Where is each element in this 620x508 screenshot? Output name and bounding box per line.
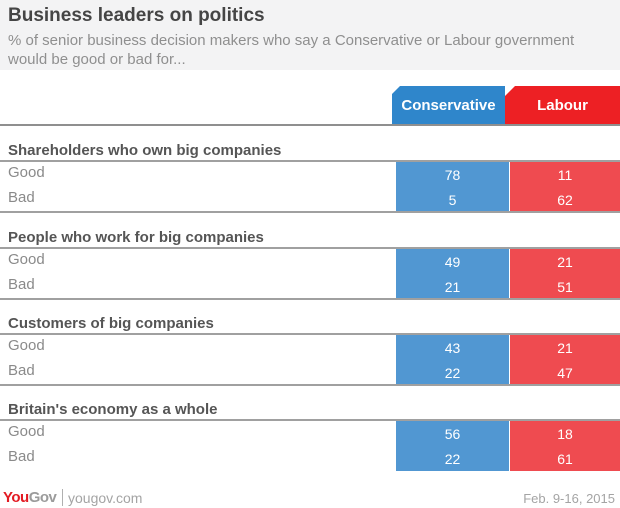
header: Business leaders on politics % of senior…	[0, 0, 620, 70]
table-section: Britain's economy as a whole Good 56 18 Bad 2…	[0, 401, 620, 471]
conservative-value: 43	[396, 335, 509, 360]
labour-value: 47	[510, 360, 620, 385]
conservative-value: 49	[396, 249, 509, 274]
section-top-divider	[0, 247, 620, 249]
labour-value: 21	[510, 249, 620, 274]
table-section: Shareholders who own big companies Good 78…	[0, 142, 620, 213]
header-divider	[0, 124, 620, 126]
section-title: Britain's economy as a whole	[8, 401, 218, 418]
conservative-value: 21	[396, 274, 509, 299]
row-label: Good	[8, 164, 45, 181]
section-bottom-divider	[0, 384, 620, 386]
row-label: Bad	[8, 276, 35, 293]
labour-value: 21	[510, 335, 620, 360]
table-row: Good 78 11	[0, 162, 620, 187]
table-section: Customers of big companies Good 43 21 Bad 22 4…	[0, 315, 620, 386]
section-bottom-divider	[0, 298, 620, 300]
section-top-divider	[0, 419, 620, 421]
chart-subtitle: % of senior business decision makers who…	[8, 32, 575, 68]
section-title: People who work for big companies	[8, 229, 264, 246]
table-row: Bad 5 62	[0, 187, 620, 212]
footer-date: Feb. 9-16, 2015	[523, 491, 615, 506]
conservative-value: 78	[396, 162, 509, 187]
table-row: Bad 22 61	[0, 446, 620, 471]
labour-value: 51	[510, 274, 620, 299]
column-header-labour: Labour	[505, 86, 620, 124]
table-row: Good 49 21	[0, 249, 620, 274]
row-label: Bad	[8, 448, 35, 465]
conservative-value: 22	[396, 446, 509, 471]
table-row: Good 43 21	[0, 335, 620, 360]
conservative-value: 22	[396, 360, 509, 385]
row-label: Good	[8, 423, 45, 440]
labour-value: 62	[510, 187, 620, 212]
conservative-value: 56	[396, 421, 509, 446]
labour-value: 18	[510, 421, 620, 446]
logo-you: You	[3, 489, 29, 506]
table-row: Bad 21 51	[0, 274, 620, 299]
section-title: Shareholders who own big companies	[8, 142, 282, 159]
table-row: Good 56 18	[0, 421, 620, 446]
section-title: Customers of big companies	[8, 315, 214, 332]
section-top-divider	[0, 333, 620, 335]
footer-separator	[62, 489, 63, 506]
row-label: Bad	[8, 189, 35, 206]
conservative-value: 5	[396, 187, 509, 212]
chart-title: Business leaders on politics	[8, 5, 265, 26]
table-section: People who work for big companies Good 49 2…	[0, 229, 620, 300]
logo-gov: Gov	[28, 489, 57, 506]
labour-value: 61	[510, 446, 620, 471]
table-row: Bad 22 47	[0, 360, 620, 385]
footer-site-link[interactable]: yougov.com	[68, 490, 143, 506]
section-bottom-divider	[0, 211, 620, 213]
yougov-logo: YouGov	[3, 489, 57, 506]
row-label: Good	[8, 251, 45, 268]
labour-value: 11	[510, 162, 620, 187]
row-label: Bad	[8, 362, 35, 379]
column-header-conservative: Conservative	[392, 86, 505, 124]
row-label: Good	[8, 337, 45, 354]
section-top-divider	[0, 160, 620, 162]
